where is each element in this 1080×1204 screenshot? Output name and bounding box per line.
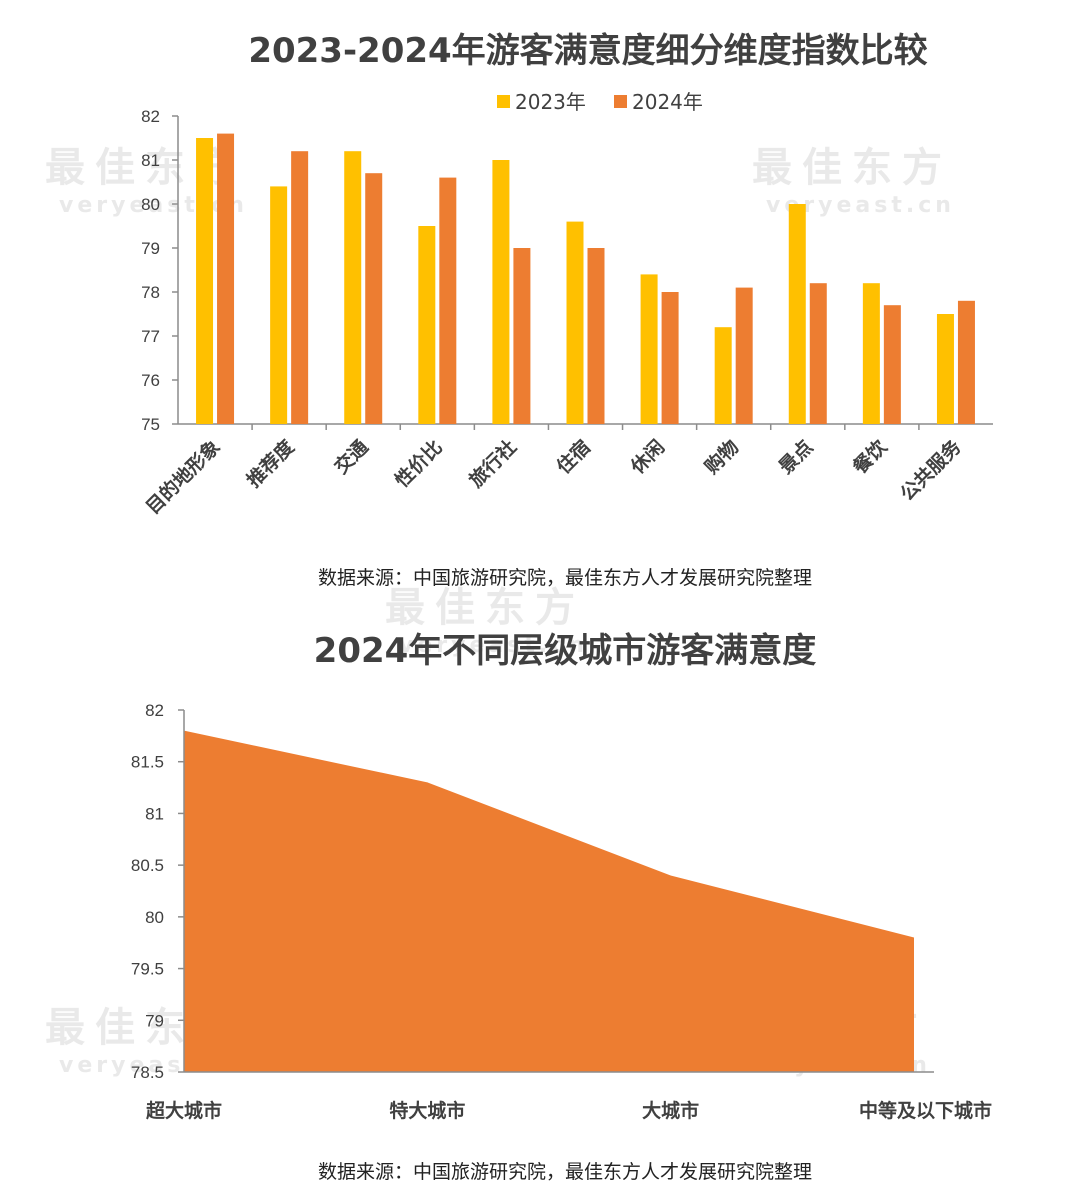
chart-source: 数据来源：中国旅游研究院，最佳东方人才发展研究院整理	[318, 1161, 812, 1183]
legend-label-2024: 2024年	[632, 90, 703, 114]
y-tick-label: 75	[141, 415, 160, 434]
y-tick-label: 79.5	[131, 960, 164, 979]
x-tick-label: 交通	[330, 435, 374, 479]
bar-2023	[492, 160, 510, 424]
bar-2024	[957, 300, 975, 424]
legend-swatch-2023	[497, 95, 510, 108]
x-tick-label: 特大城市	[389, 1099, 465, 1122]
x-tick-label: 住宿	[552, 435, 595, 478]
bar-2023	[196, 138, 214, 424]
x-tick-labels: 目的地形象 推荐度 交通 性价比 旅行社 住宿 休闲 购物 景点 餐饮 公共服务	[141, 435, 966, 519]
y-tick-label: 80.5	[131, 856, 164, 875]
bar-2024	[661, 292, 679, 424]
bar-2023	[714, 327, 732, 424]
x-tick-label: 中等及以下城市	[859, 1099, 992, 1122]
x-tick-label: 公共服务	[895, 435, 966, 506]
y-tick-label: 79	[145, 1011, 164, 1030]
bar-2023	[344, 151, 362, 424]
x-tick-label: 购物	[700, 435, 743, 478]
legend: 2023年 2024年	[497, 90, 703, 114]
bar-2023	[418, 226, 436, 424]
bar-2023	[936, 314, 954, 424]
y-tick-label: 78	[141, 283, 160, 302]
bar-2023	[270, 186, 288, 424]
bar-2023	[566, 221, 584, 424]
y-tick-labels: 75 76 77 78 79 80 81 82	[141, 107, 160, 434]
bar-2024	[291, 151, 309, 424]
x-tick-label: 餐饮	[848, 435, 892, 479]
y-tick-label: 82	[141, 107, 160, 126]
y-tick-label: 80	[145, 908, 164, 927]
axes	[172, 115, 993, 430]
bars	[196, 133, 975, 424]
bar-2024	[883, 305, 901, 424]
x-tick-label: 超大城市	[145, 1099, 222, 1122]
legend-swatch-2024	[614, 95, 627, 108]
area-chart: 2024年不同层级城市游客满意度 78.5 79 79.5 80 80.5 81 81.5 8…	[131, 631, 992, 1183]
area-fill	[184, 730, 914, 1072]
y-tick-labels: 78.5 79 79.5 80 80.5 81 81.5 82	[131, 701, 164, 1082]
y-tick-label: 81.5	[131, 753, 164, 772]
bar-2024	[217, 133, 235, 424]
x-tick-labels: 超大城市 特大城市 大城市 中等及以下城市	[145, 1099, 992, 1122]
area-series	[183, 730, 915, 1072]
bar-2024	[809, 283, 827, 424]
bar-2024	[587, 248, 605, 424]
chart-title: 2023-2024年游客满意度细分维度指数比较	[248, 31, 927, 71]
bar-2024	[513, 248, 531, 424]
chart-source: 数据来源：中国旅游研究院，最佳东方人才发展研究院整理	[318, 567, 812, 589]
chart-title: 2024年不同层级城市游客满意度	[314, 631, 817, 671]
x-tick-label: 大城市	[642, 1099, 699, 1122]
x-tick-label: 推荐度	[242, 435, 299, 492]
y-tick-label: 81	[141, 151, 160, 170]
y-tick-label: 80	[141, 195, 160, 214]
bar-2023	[788, 204, 806, 424]
y-tick-label: 77	[141, 327, 160, 346]
x-tick-label: 旅行社	[464, 435, 521, 492]
y-tick-label: 81	[145, 804, 164, 823]
bar-2024	[365, 173, 383, 424]
bar-2024	[735, 287, 753, 424]
x-tick-label: 性价比	[390, 435, 447, 492]
y-tick-label: 78.5	[131, 1063, 164, 1082]
y-tick-label: 76	[141, 371, 160, 390]
axes	[178, 709, 934, 1073]
x-tick-label: 目的地形象	[141, 435, 224, 518]
bar-2023	[862, 283, 880, 424]
bar-2023	[640, 274, 658, 424]
legend-label-2023: 2023年	[515, 90, 586, 114]
y-tick-label: 82	[145, 701, 164, 720]
bar-2024	[439, 177, 457, 424]
bar-chart: 2023-2024年游客满意度细分维度指数比较 2023年 2024年 75 76…	[141, 31, 993, 589]
y-tick-label: 79	[141, 239, 160, 258]
x-tick-label: 景点	[775, 436, 817, 478]
x-tick-label: 休闲	[625, 435, 669, 479]
